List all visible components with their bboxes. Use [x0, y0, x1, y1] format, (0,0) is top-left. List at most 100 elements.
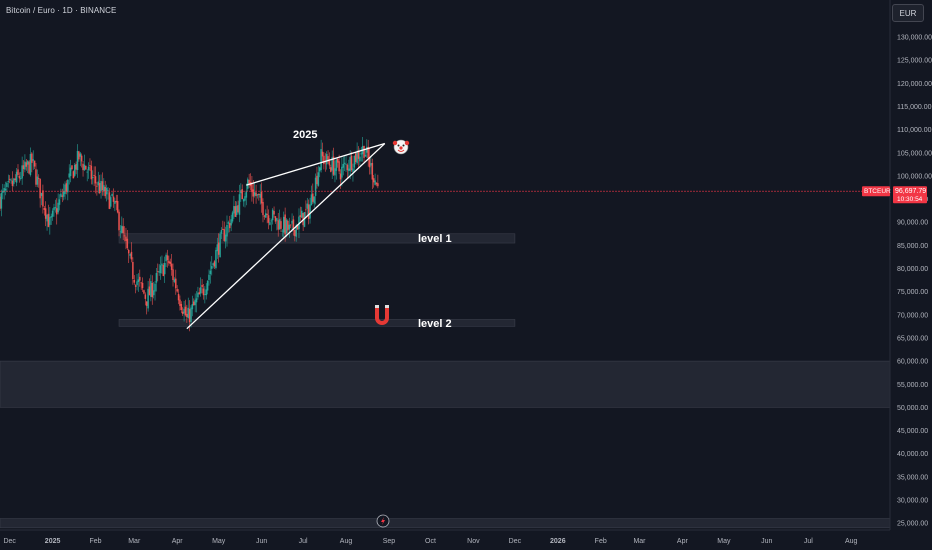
- candle-body: [341, 166, 343, 178]
- candle-body: [310, 194, 313, 206]
- candle-body: [116, 201, 119, 213]
- time-tick-label: Mar: [128, 538, 141, 545]
- time-tick-label: Dec: [509, 538, 522, 545]
- candle-body: [132, 262, 134, 279]
- time-tick-label: Aug: [340, 538, 353, 545]
- candle-body: [90, 165, 93, 180]
- candle-body: [219, 233, 221, 258]
- candle-body: [306, 203, 309, 209]
- candle-body: [350, 155, 353, 171]
- time-tick-label: Nov: [467, 538, 480, 545]
- candle-body: [305, 209, 307, 211]
- time-tick-label: Mar: [633, 538, 646, 545]
- currency-button[interactable]: EUR: [892, 4, 924, 22]
- magnet-icon[interactable]: [375, 305, 389, 325]
- candle-body: [151, 282, 154, 298]
- candle-body: [98, 183, 101, 194]
- candle-body: [168, 260, 170, 264]
- candle-body: [68, 173, 70, 178]
- candle-body: [291, 220, 293, 224]
- candle-body: [29, 153, 32, 175]
- candle-body: [191, 304, 194, 310]
- price-tick-label: 90,000.00: [897, 220, 928, 227]
- candle-body: [289, 224, 292, 226]
- candle-body: [25, 162, 28, 167]
- candle-body: [262, 202, 264, 216]
- candle-body: [155, 273, 158, 283]
- candle-body: [357, 150, 360, 159]
- candle-body: [240, 190, 242, 194]
- trendline-1[interactable]: [246, 142, 385, 186]
- zone-level-1[interactable]: [118, 233, 516, 244]
- candle-body: [187, 307, 189, 319]
- candle-body: [61, 195, 64, 197]
- candle-body: [234, 206, 237, 217]
- candle-body: [72, 171, 75, 179]
- candle-body: [114, 201, 116, 204]
- candle-body: [312, 193, 314, 202]
- candle-body: [65, 183, 68, 192]
- candle-body: [321, 151, 324, 157]
- price-tick-label: 125,000.00: [897, 58, 932, 65]
- candle-body: [235, 205, 238, 216]
- time-tick-label: Apr: [172, 538, 184, 545]
- candle-body: [4, 188, 7, 191]
- candle-body: [96, 185, 98, 187]
- candle-body: [130, 251, 133, 260]
- time-axis[interactable]: Dec 2025 Feb Mar Apr May Jun Jul Aug Sep Oct Nov Dec…: [3, 538, 857, 545]
- candle-body: [112, 196, 115, 202]
- candle-body: [352, 168, 354, 172]
- candle-body: [87, 166, 90, 171]
- price-axis[interactable]: 130,000.00 125,000.00 120,000.00 115,000.00…: [897, 35, 932, 528]
- candle-body: [292, 219, 295, 231]
- candle-body: [57, 202, 59, 213]
- level2-annotation[interactable]: level 2: [418, 318, 452, 330]
- trendline-2[interactable]: [186, 143, 386, 330]
- price-tag-countdown: 10:30:54: [897, 196, 923, 203]
- candle-body: [370, 163, 372, 166]
- time-tick-label: Oct: [425, 538, 436, 545]
- zone-level-2[interactable]: [118, 319, 516, 327]
- time-tick-label: Feb: [89, 538, 101, 545]
- time-tick-label: Jun: [256, 538, 267, 545]
- candle-body: [13, 178, 15, 184]
- candle-body: [64, 184, 66, 194]
- candle-body: [46, 214, 48, 222]
- candle-body: [186, 313, 188, 318]
- candle-body: [94, 176, 97, 184]
- candle-body: [11, 180, 14, 186]
- candle-body: [2, 190, 4, 193]
- candle-body: [129, 253, 131, 256]
- candle-body: [368, 157, 371, 168]
- candle-body: [277, 220, 279, 230]
- candle-body: [144, 294, 147, 299]
- candle-body: [184, 306, 187, 316]
- zone-band-3[interactable]: [0, 518, 891, 529]
- candle-body: [251, 183, 253, 193]
- candle-body: [85, 165, 87, 170]
- level1-annotation[interactable]: level 1: [418, 233, 452, 245]
- candle-body: [244, 196, 246, 201]
- candle-body: [198, 292, 201, 295]
- candle-body: [79, 153, 82, 157]
- candle-body: [89, 165, 91, 166]
- clown-face-icon[interactable]: [392, 139, 410, 155]
- candle-body: [224, 234, 227, 242]
- price-tag-symbol: BTCEUR: [864, 188, 891, 195]
- lightning-icon[interactable]: [376, 514, 390, 528]
- trendlines-layer[interactable]: [186, 142, 386, 330]
- year-annotation[interactable]: 2025: [293, 129, 317, 141]
- time-tick-label: Jul: [804, 538, 813, 545]
- candle-body: [140, 282, 142, 284]
- zone-band-2[interactable]: [0, 360, 891, 408]
- candle-body: [288, 224, 291, 230]
- candle-body: [242, 199, 245, 202]
- candle-body: [0, 192, 3, 209]
- candle-body: [50, 216, 52, 218]
- candle-body: [154, 283, 156, 292]
- candle-body: [75, 163, 77, 170]
- candle-body: [317, 172, 320, 186]
- candle-body: [354, 153, 357, 162]
- candle-body: [205, 289, 207, 296]
